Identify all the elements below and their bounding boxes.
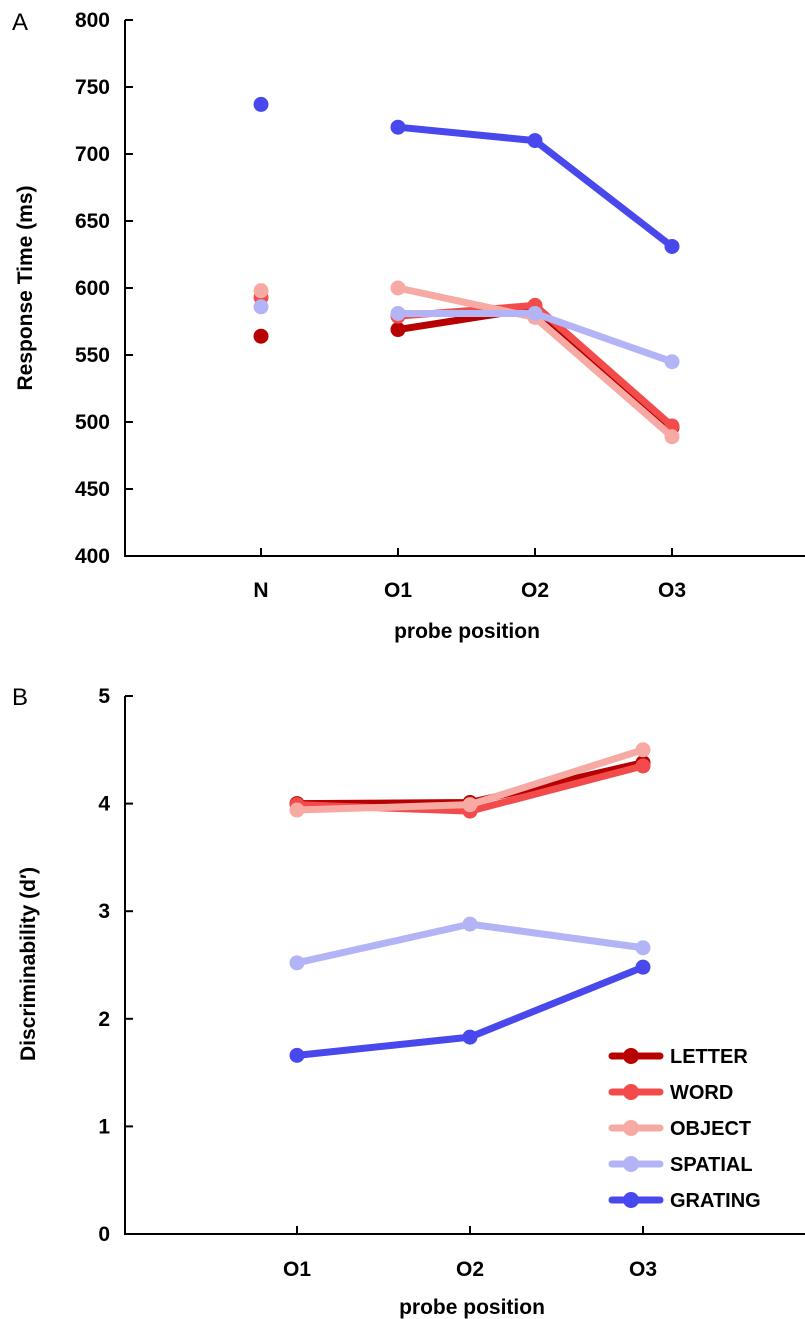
legend-item-grating: GRATING [608, 1190, 761, 1212]
data-point-object-o1 [390, 280, 406, 296]
data-point-grating-o2 [527, 133, 543, 149]
legend-swatch-marker [623, 1084, 639, 1100]
data-point-object-o3 [635, 742, 651, 758]
panel-a-y-axis-title: Response Time (ms) [14, 185, 37, 390]
data-point-grating-o2 [462, 1029, 478, 1045]
series-spatial [253, 299, 680, 370]
legend-swatch-marker [623, 1192, 639, 1208]
x-tick-label: O2 [521, 579, 549, 602]
panel-b-x-ticks: O1 O2 O3 [283, 1226, 657, 1281]
panel-a-response-time-chart: A 400 450 500 550 600 650 700 750 800 N O1 O2 O3 pr… [12, 9, 805, 643]
y-tick-label: 750 [75, 76, 110, 99]
series-line-letter [394, 304, 676, 431]
x-tick-label: O1 [384, 579, 412, 602]
legend-item-object: OBJECT [608, 1118, 751, 1140]
y-tick-label: 650 [75, 210, 110, 233]
legend: LETTER WORD OBJECT SPATIAL GRATING [608, 1046, 761, 1212]
data-point-word-o3 [635, 758, 651, 774]
data-point-grating-o1 [289, 1047, 305, 1063]
panel-b-y-axis-title: Discriminability (d′) [17, 867, 40, 1061]
data-point-grating-o3 [635, 959, 651, 975]
series-spatial [289, 916, 651, 971]
data-point-object-o3 [664, 429, 680, 445]
legend-swatch-marker [623, 1048, 639, 1064]
data-point-object-o1 [289, 802, 305, 818]
data-point-object-n [253, 283, 269, 299]
y-tick-label: 400 [75, 545, 110, 568]
data-point-grating-o3 [664, 238, 680, 254]
series-object [289, 742, 651, 818]
x-tick-label: N [253, 579, 268, 602]
data-point-spatial-o3 [635, 940, 651, 956]
y-tick-label: 4 [98, 793, 110, 816]
legend-label: WORD [670, 1082, 733, 1104]
y-tick-label: 800 [75, 9, 110, 32]
legend-label: GRATING [670, 1190, 761, 1212]
panel-b-y-ticks: 0 1 2 3 4 5 [98, 685, 133, 1246]
panel-a-label: A [12, 9, 28, 36]
legend-item-spatial: SPATIAL [608, 1154, 753, 1176]
panel-a-x-axis-title: probe position [394, 620, 540, 643]
legend-item-letter: LETTER [608, 1046, 748, 1068]
data-point-letter-o1 [390, 322, 406, 338]
data-point-spatial-o1 [289, 955, 305, 971]
x-tick-label: O3 [658, 579, 686, 602]
panel-b-discriminability-chart: B 0 1 2 3 4 5 O1 O2 O3 probe position Discrimin… [12, 684, 805, 1319]
panel-b-axes [124, 696, 805, 1235]
y-tick-label: 700 [75, 143, 110, 166]
series-letter [253, 300, 680, 435]
data-point-spatial-o3 [664, 354, 680, 370]
legend-label: OBJECT [670, 1118, 751, 1140]
x-tick-label: O3 [629, 1258, 657, 1281]
y-tick-label: 500 [75, 411, 110, 434]
panel-a-x-ticks: N O1 O2 O3 [253, 548, 686, 602]
x-tick-label: O1 [283, 1258, 311, 1281]
legend-swatch-marker [623, 1120, 639, 1136]
data-point-grating-o1 [390, 119, 406, 135]
data-point-spatial-o1 [390, 305, 406, 321]
series-object [253, 280, 680, 445]
y-tick-label: 550 [75, 344, 110, 367]
legend-item-word: WORD [608, 1082, 733, 1104]
y-tick-label: 5 [98, 685, 110, 708]
data-point-letter-n [253, 328, 269, 344]
x-tick-label: O2 [456, 1258, 484, 1281]
y-tick-label: 600 [75, 277, 110, 300]
data-point-spatial-n [253, 299, 269, 315]
panel-a-axes [124, 20, 805, 557]
legend-swatch-marker [623, 1156, 639, 1172]
panel-b-label: B [12, 684, 28, 711]
y-tick-label: 0 [98, 1223, 110, 1246]
panel-a-series [253, 96, 680, 445]
y-tick-label: 2 [98, 1008, 110, 1031]
legend-label: LETTER [670, 1046, 748, 1068]
data-point-spatial-o2 [462, 916, 478, 932]
series-grating [289, 959, 651, 1063]
y-tick-label: 3 [98, 900, 110, 923]
legend-label: SPATIAL [670, 1154, 753, 1176]
data-point-object-o2 [462, 797, 478, 813]
y-tick-label: 1 [98, 1115, 110, 1138]
panel-a-y-ticks: 400 450 500 550 600 650 700 750 800 [75, 9, 133, 568]
series-grating [253, 96, 680, 254]
panel-b-series [289, 742, 651, 1063]
y-tick-label: 450 [75, 478, 110, 501]
data-point-spatial-o2 [527, 305, 543, 321]
panel-b-x-axis-title: probe position [399, 1296, 545, 1319]
data-point-grating-n [253, 96, 269, 112]
